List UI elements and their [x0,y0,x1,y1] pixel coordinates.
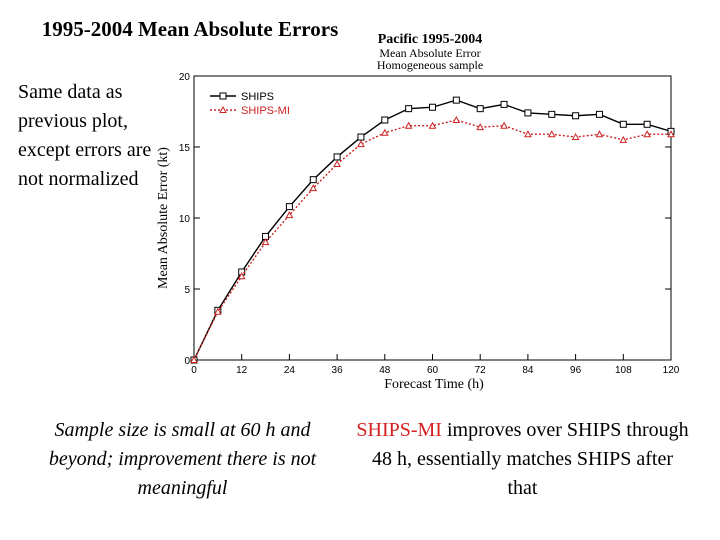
chart-title: Pacific 1995-2004 [378,32,483,47]
bottom-right-note-text: improves over SHIPS through 48 h, essent… [371,419,689,499]
mae-line-chart: Pacific 1995-2004 Mean Absolute Error Ho… [156,32,680,392]
legend-marker [219,92,227,100]
data-point-ships-mi [190,355,198,363]
data-point-ships [429,103,436,111]
legend-marker [219,105,227,113]
data-point-ships-mi [214,307,222,315]
data-point-ships-mi [452,115,461,124]
slide-title: 1995-2004 Mean Absolute Errors [41,17,339,41]
data-point-ships-mi [476,123,485,131]
ships-mi-highlight: SHIPS-MI [356,419,442,441]
data-point-ships-mi [571,133,580,141]
y-tick-label: 20 [179,72,191,83]
data-point-ships [357,133,365,141]
data-point-ships-mi [309,184,318,192]
data-point-ships [405,105,413,113]
data-point-ships-mi [404,121,413,129]
legend-label: SHIPS [241,91,274,103]
data-point-ships [548,110,556,118]
y-tick-label: 5 [184,285,190,296]
data-point-ships-mi [357,140,365,148]
chart-subtitle-2: Homogeneous sample [377,58,483,72]
data-point-ships [285,203,293,211]
series-line-ships [193,99,672,361]
x-axis-label: Forecast Time (h) [384,377,484,392]
data-point-ships-mi [619,135,628,143]
y-tick-label: 10 [179,214,191,225]
data-point-ships [309,176,317,184]
data-point-ships [619,120,627,128]
x-tick-label: 0 [191,365,197,376]
x-tick-label: 84 [522,365,534,376]
data-point-ships-mi [524,130,532,138]
x-tick-label: 36 [332,365,344,376]
x-tick-label: 48 [379,365,391,376]
data-point-ships [452,96,460,104]
data-point-ships-mi [285,211,294,219]
plot-frame [193,75,672,361]
data-point-ships [524,109,532,117]
legend-label: SHIPS-MI [241,105,290,117]
side-note: Same data as previous plot, except error… [18,81,152,190]
data-point-ships-mi [380,128,389,136]
data-point-ships [476,105,484,113]
data-point-ships-mi [500,121,508,129]
data-point-ships-mi [261,238,270,246]
data-point-ships-mi [333,159,341,168]
y-tick-label: 15 [179,143,191,154]
y-axis-label: Mean Absolute Error (kt) [156,147,171,289]
data-point-ships [381,116,389,124]
data-point-ships-mi [237,272,246,280]
data-point-ships-mi [547,130,556,138]
x-tick-label: 72 [475,365,487,376]
y-tick-label: 0 [184,356,190,367]
x-tick-label: 96 [570,365,582,376]
bottom-left-note: Sample size is small at 60 h and beyond;… [48,419,317,499]
data-point-ships [572,112,580,120]
x-tick-label: 120 [663,365,680,376]
x-tick-label: 12 [236,365,248,376]
data-point-ships [643,120,651,128]
data-point-ships [333,153,341,161]
data-point-ships-mi [428,121,437,129]
series-line-ships-mi [193,119,671,361]
x-tick-label: 108 [615,365,632,376]
data-point-ships [500,100,508,108]
x-tick-label: 60 [427,365,439,376]
data-point-ships [595,110,603,118]
bottom-right-note: SHIPS-MI improves over SHIPS through 48 … [355,416,690,503]
chart-subtitle-1: Mean Absolute Error [379,46,480,60]
data-point-ships-mi [595,130,604,138]
data-point-ships-mi [643,130,651,138]
data-point-ships-mi [667,130,675,138]
x-tick-label: 24 [284,365,296,376]
